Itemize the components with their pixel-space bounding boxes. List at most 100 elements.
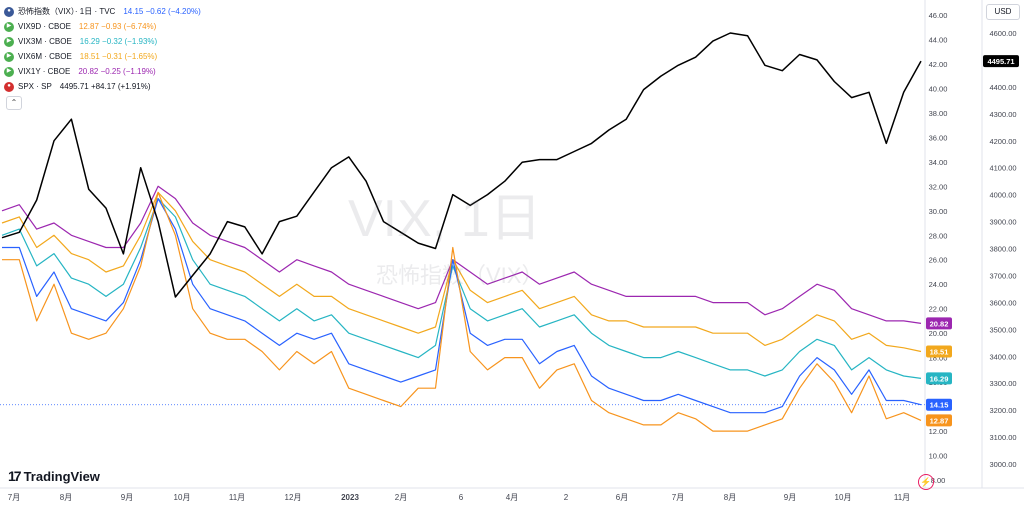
series-line-vix9d (2, 191, 922, 432)
right-axis-tick-label: 3300.00 (989, 379, 1016, 388)
series-line-vix6m (1, 191, 922, 353)
x-axis-tick-label: 8月 (60, 493, 72, 502)
x-axis-tick-label: 9月 (121, 493, 133, 502)
legend-series-value: 12.87 −0.93 (−6.74%) (78, 22, 157, 31)
value-label-vix3m: 16.29 (930, 374, 949, 383)
right-axis-tick-label: 4100.00 (989, 164, 1016, 173)
series-line-vix1y (1, 185, 922, 324)
x-axis-tick-label: 4月 (506, 493, 518, 502)
left-axis-tick-label: 42.00 (929, 60, 948, 69)
x-axis-tick-label: 11月 (229, 493, 245, 502)
x-axis-tick-label: 2023 (341, 493, 359, 502)
right-axis-tick-label: 4000.00 (989, 191, 1016, 200)
right-axis-tick-label: 3200.00 (989, 406, 1016, 415)
legend-collapse-button[interactable]: ⌃ (6, 96, 22, 110)
legend-series-name: SPX · SP (18, 82, 52, 91)
x-axis-tick-label: 8月 (724, 493, 736, 502)
left-axis-tick-label: 28.00 (929, 231, 948, 240)
play-icon: ▶ (4, 21, 14, 32)
x-axis-tick-label: 2 (564, 493, 569, 502)
left-axis-tick-label: 38.00 (929, 109, 948, 118)
left-axis-tick-label: 34.00 (929, 158, 948, 167)
right-axis-tick-label: 3900.00 (989, 218, 1016, 227)
left-axis-tick-label: 40.00 (929, 84, 948, 93)
legend-series-name: VIX6M · CBOE (18, 52, 72, 61)
series-line-spx (1, 32, 922, 298)
tradingview-logo-text: TradingView (23, 468, 100, 484)
left-axis-tick-label: 12.00 (929, 427, 948, 436)
legend-title-name: 恐怖指数（VIX）· 1日 · TVC (18, 7, 116, 16)
x-axis-tick-label: 11月 (894, 493, 910, 502)
chevron-up-icon: ⌃ (10, 98, 18, 107)
value-label-vix6m: 18.51 (930, 348, 949, 357)
right-axis-tick-label: 4600.00 (989, 29, 1016, 38)
legend-row-vix3m[interactable]: ▶ VIX3M · CBOE 16.29 −0.32 (−1.93%) (4, 34, 201, 49)
chart-legend: ● 恐怖指数（VIX）· 1日 · TVC 14.15 −0.62 (−4.20… (4, 4, 201, 94)
right-axis-tick-label: 3000.00 (989, 460, 1016, 469)
x-axis-tick-label: 9月 (784, 493, 796, 502)
lightning-icon[interactable]: ⚡ (918, 474, 934, 490)
left-axis-tick-label: 32.00 (929, 182, 948, 191)
right-axis-tick-label: 3600.00 (989, 298, 1016, 307)
left-axis-tick-label: 24.00 (929, 280, 948, 289)
x-axis-tick-label: 7月 (672, 493, 684, 502)
tradingview-logo[interactable]: 17 TradingView (8, 468, 100, 484)
right-axis-tick-label: 3100.00 (989, 433, 1016, 442)
legend-series-name: VIX1Y · CBOE (18, 67, 71, 76)
tradingview-mark-icon: 17 (8, 468, 22, 484)
left-axis-tick-label: 10.00 (929, 452, 948, 461)
currency-selector[interactable]: USD (986, 4, 1020, 20)
left-axis-tick-label: 30.00 (929, 207, 948, 216)
x-axis-tick-label: 10月 (835, 493, 852, 502)
x-axis-tick-label: 7月 (8, 493, 20, 502)
value-label-vix9d: 12.87 (930, 416, 949, 425)
play-icon: ▶ (4, 66, 14, 77)
legend-series-value: 20.82 −0.25 (−1.19%) (78, 67, 156, 76)
chart-watermark-sub: 恐怖指数（VIX） (376, 263, 544, 288)
left-axis-tick-label: 8.00 (931, 476, 946, 485)
left-axis-tick-label: 44.00 (929, 35, 948, 44)
left-axis-tick-label: 22.00 (929, 305, 948, 314)
legend-title-row[interactable]: ● 恐怖指数（VIX）· 1日 · TVC 14.15 −0.62 (−4.20… (4, 4, 201, 19)
legend-series-value: 4495.71 +84.17 (+1.91%) (59, 82, 151, 91)
legend-row-vix6m[interactable]: ▶ VIX6M · CBOE 18.51 −0.31 (−1.65%) (4, 49, 201, 64)
legend-row-vix9d[interactable]: ▶ VIX9D · CBOE 12.87 −0.93 (−6.74%) (4, 19, 201, 34)
right-axis-tick-label: 3800.00 (989, 245, 1016, 254)
x-axis-tick-label: 10月 (174, 493, 191, 502)
right-axis-tick-label: 3700.00 (989, 271, 1016, 280)
left-axis-tick-label: 26.00 (929, 256, 948, 265)
right-axis-tick-label: 4200.00 (989, 137, 1016, 146)
right-axis-tick-label: 4300.00 (989, 110, 1016, 119)
legend-series-name: VIX3M · CBOE (18, 37, 72, 46)
value-label-bg (926, 317, 952, 330)
legend-row-spx[interactable]: ● SPX · SP 4495.71 +84.17 (+1.91%) (4, 79, 201, 94)
legend-row-vix1y[interactable]: ▶ VIX1Y · CBOE 20.82 −0.25 (−1.19%) (4, 64, 201, 79)
value-label-bg (926, 414, 952, 427)
left-axis-tick-label: 36.00 (929, 133, 948, 142)
play-icon: ▶ (4, 51, 14, 62)
left-axis-tick-label: 46.00 (929, 11, 948, 20)
x-axis-tick-label: 2月 (395, 493, 407, 502)
value-label-spx: 4495.71 (987, 57, 1014, 66)
value-label-vix: 14.15 (930, 401, 949, 410)
left-axis-tick-label: 18.00 (929, 354, 948, 363)
right-axis-tick-label: 3500.00 (989, 325, 1016, 334)
value-label-vix1y: 20.82 (930, 319, 949, 328)
legend-series-name: VIX9D · CBOE (18, 22, 71, 31)
right-axis-tick-label: 3400.00 (989, 352, 1016, 361)
value-label-bg (926, 372, 952, 385)
value-label-bg (926, 345, 952, 358)
value-label-bg (983, 55, 1019, 68)
flag-icon: ● (4, 6, 14, 17)
x-axis-tick-label: 6月 (616, 493, 628, 502)
x-axis-tick-label: 6 (459, 493, 464, 502)
right-axis-tick-label: 4400.00 (989, 83, 1016, 92)
spx-badge-icon: ● (4, 81, 14, 92)
chart-watermark: VIX, 1日 (348, 190, 542, 248)
legend-series-value: 16.29 −0.32 (−1.93%) (79, 37, 158, 46)
value-label-bg (926, 398, 952, 411)
legend-title-value: 14.15 −0.62 (−4.20%) (123, 7, 201, 16)
left-axis-tick-label: 20.00 (929, 329, 948, 338)
x-axis-tick-label: 12月 (285, 493, 302, 502)
